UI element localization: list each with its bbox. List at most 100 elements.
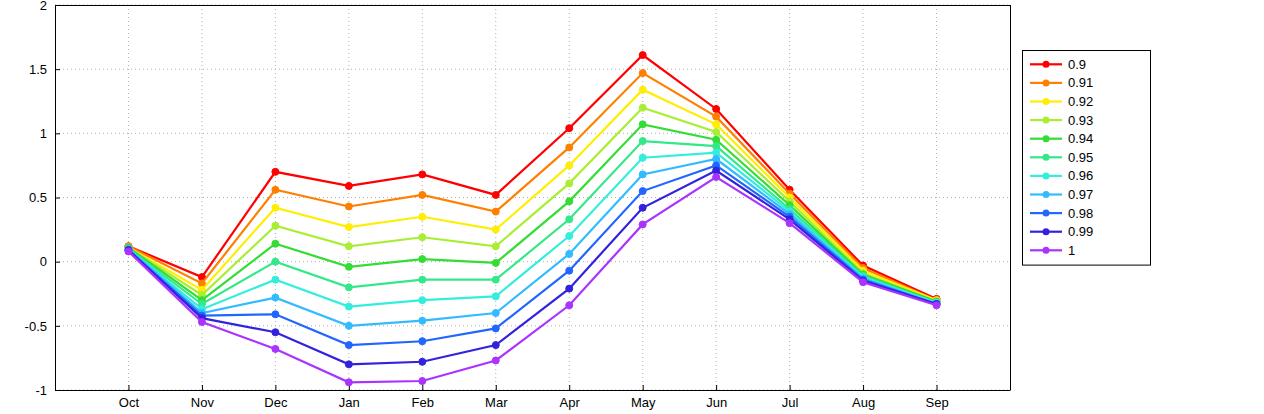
tick: Sep (925, 385, 948, 410)
tick-label: Apr (560, 395, 581, 410)
marker (419, 256, 426, 263)
marker (345, 379, 352, 386)
legend-item: 0.91 (1030, 75, 1093, 90)
marker (345, 224, 352, 231)
tick: Jun (706, 385, 727, 410)
tick: Aug (852, 385, 875, 410)
marker (272, 276, 279, 283)
legend-label: 0.97 (1068, 187, 1093, 202)
marker (272, 258, 279, 265)
series-line (128, 108, 936, 302)
marker (566, 162, 573, 169)
legend-marker (1043, 247, 1050, 254)
marker (272, 240, 279, 247)
tick-mark (55, 198, 60, 199)
tick-label: Aug (852, 395, 875, 410)
legend-label: 0.95 (1068, 150, 1093, 165)
legend-marker (1043, 191, 1050, 198)
tick-label: 1 (40, 126, 47, 141)
legend-item: 0.95 (1030, 150, 1093, 165)
tick-label: 0.5 (29, 190, 47, 205)
tick-label: Jul (782, 395, 799, 410)
marker (566, 125, 573, 132)
marker (492, 310, 499, 317)
tick-mark (55, 326, 60, 327)
series-line (128, 141, 936, 304)
grid-line (55, 261, 1010, 262)
marker (713, 173, 720, 180)
marker (419, 338, 426, 345)
tick-mark (569, 385, 570, 390)
legend-marker (1043, 172, 1050, 179)
legend-frame (1023, 51, 1151, 266)
series-line (128, 177, 936, 382)
grid-line (348, 5, 349, 390)
tick-mark (863, 385, 864, 390)
marker (492, 243, 499, 250)
marker (786, 220, 793, 227)
plot-marks (125, 52, 940, 386)
tick-label: Oct (119, 395, 140, 410)
legend-item: 0.97 (1030, 187, 1093, 202)
marker (713, 113, 720, 120)
tick-label: -0.5 (25, 318, 47, 333)
legend-marker (1043, 117, 1050, 124)
tick: Jul (782, 385, 799, 410)
marker (419, 317, 426, 324)
tick-label: 2 (40, 0, 47, 13)
legend-label: 1 (1068, 243, 1075, 258)
marker (345, 284, 352, 291)
marker (639, 104, 646, 111)
legend-label: 0.99 (1068, 224, 1093, 239)
tick-label: Sep (925, 395, 948, 410)
plot-area (55, 5, 1010, 390)
legend-marker (1043, 98, 1050, 105)
marker (198, 318, 205, 325)
marker (272, 311, 279, 318)
marker (566, 144, 573, 151)
marker (566, 250, 573, 257)
tick: 1 (40, 126, 60, 141)
tick-mark (790, 385, 791, 390)
tick: Apr (560, 385, 581, 410)
legend-label: 0.96 (1068, 168, 1093, 183)
marker (345, 342, 352, 349)
marker (713, 129, 720, 136)
grid-line (201, 5, 202, 390)
marker (272, 204, 279, 211)
tick-label: Nov (191, 395, 215, 410)
marker (492, 357, 499, 364)
marker (639, 204, 646, 211)
legend-label: 0.92 (1068, 94, 1093, 109)
marker (272, 186, 279, 193)
legend-label: 0.94 (1068, 131, 1093, 146)
legend-label: 0.98 (1068, 206, 1093, 221)
marker (345, 203, 352, 210)
x-axis: OctNovDecJanFebMarAprMayJunJulAugSep (56, 385, 1011, 410)
grid-line (716, 5, 717, 390)
marker (639, 171, 646, 178)
series-line (128, 90, 936, 300)
legend-item: 0.93 (1030, 113, 1093, 128)
marker (419, 213, 426, 220)
marker (492, 342, 499, 349)
axis-line (56, 390, 1011, 391)
grid-line (642, 5, 643, 390)
marker (419, 171, 426, 178)
series-line (128, 171, 936, 365)
legend-item: 0.98 (1030, 206, 1093, 221)
tick: Jan (339, 385, 360, 410)
marker (566, 285, 573, 292)
tick-mark (937, 385, 938, 390)
marker (713, 105, 720, 112)
tick-label: 0 (40, 254, 47, 269)
tick-mark (55, 69, 60, 70)
marker (492, 259, 499, 266)
tick-label: Mar (485, 395, 508, 410)
marker (272, 222, 279, 229)
tick-mark (496, 385, 497, 390)
marker (345, 182, 352, 189)
tick-mark (55, 133, 60, 134)
grid (55, 5, 1010, 390)
tick-mark (55, 262, 60, 263)
